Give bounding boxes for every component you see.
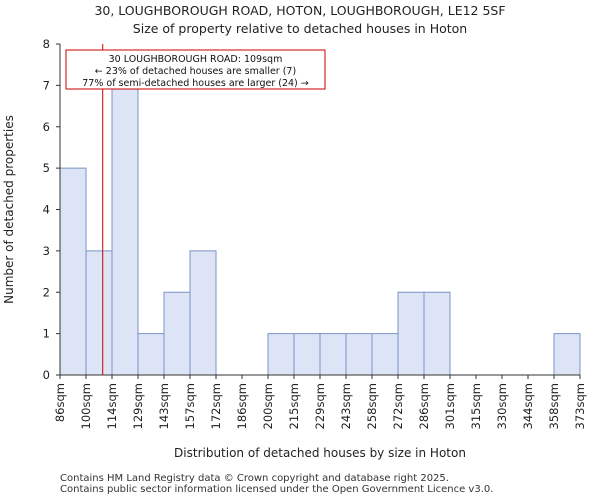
footer-copyright: Contains HM Land Registry data © Crown c… [60,473,449,484]
x-tick-label: 344sqm [521,383,535,429]
x-tick-label: 100sqm [79,383,93,429]
footer-licence: Contains public sector information licen… [60,484,494,495]
y-tick-label: 8 [43,37,50,51]
x-tick-label: 157sqm [183,383,197,429]
histogram-bar [85,250,113,376]
x-tick-label: 243sqm [339,383,353,429]
x-tick-label: 186sqm [235,383,249,429]
y-tick-label: 1 [43,327,50,341]
x-tick-label: 301sqm [443,383,457,429]
x-tick-label: 258sqm [365,383,379,429]
x-axis-label: Distribution of detached houses by size … [174,446,466,460]
chart-subtitle: Size of property relative to detached ho… [132,21,468,36]
histogram-bar [553,333,581,376]
x-tick-label: 86sqm [53,383,67,422]
annotation-line-2: ← 23% of detached houses are smaller (7) [95,66,296,77]
y-tick-label: 2 [43,285,50,299]
y-tick-label: 5 [43,161,50,175]
histogram-bar [371,333,399,376]
y-tick-label: 3 [43,244,50,258]
x-tick-label: 330sqm [495,383,509,429]
x-tick-label: 215sqm [287,383,301,429]
histogram-bar [163,291,191,376]
x-tick-label: 315sqm [469,383,483,429]
x-tick-label: 114sqm [105,383,119,429]
y-axis-label: Number of detached properties [2,115,16,304]
histogram-bar [267,333,295,376]
y-tick-label: 7 [43,78,50,92]
histogram-bar [189,250,217,376]
histogram-bar [345,333,373,376]
x-tick-label: 172sqm [209,383,223,429]
x-tick-label: 143sqm [157,383,171,429]
histogram-bar [137,333,165,376]
y-tick-label: 4 [43,203,50,217]
x-tick-label: 272sqm [391,383,405,429]
annotation-box [65,49,326,90]
x-tick-label: 373sqm [573,383,587,429]
chart-title: 30, LOUGHBOROUGH ROAD, HOTON, LOUGHBOROU… [94,3,506,18]
x-tick-label: 286sqm [417,383,431,429]
histogram-bar [423,291,451,376]
histogram-bar [319,333,347,376]
x-tick-label: 229sqm [313,383,327,429]
y-tick-label: 0 [43,368,50,382]
histogram-chart: 0 1 2 3 4 5 6 7 8 86sqm 100sqm 114sqm 129sqm 143sqm 1… [2,37,587,460]
histogram-bar [111,84,139,376]
x-tick-label: 358sqm [547,383,561,429]
annotation-line-3: 77% of semi-detached houses are larger (… [82,78,309,89]
histogram-bar [59,167,87,376]
histogram-bar [397,291,425,376]
y-tick-label: 6 [43,120,50,134]
x-tick-label: 129sqm [131,383,145,429]
annotation-line-1: 30 LOUGHBOROUGH ROAD: 109sqm [109,54,283,65]
x-tick-label: 200sqm [261,383,275,429]
histogram-bar [293,333,321,376]
